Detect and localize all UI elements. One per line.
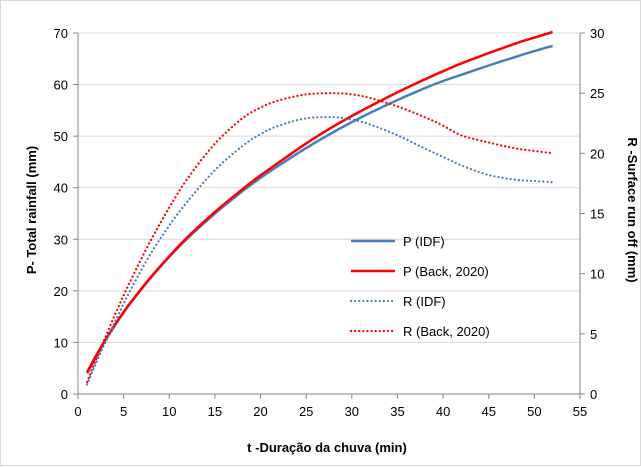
x-tick-label: 20 bbox=[253, 404, 267, 419]
y-right-tick-label: 10 bbox=[590, 267, 604, 282]
y-right-tick-label: 0 bbox=[590, 387, 597, 402]
y-left-tick-label: 60 bbox=[54, 78, 68, 93]
x-tick-label: 35 bbox=[390, 404, 404, 419]
y-left-tick-label: 0 bbox=[61, 387, 68, 402]
legend: P (IDF) P (Back, 2020) R (IDF) R (Back, 202… bbox=[349, 234, 490, 339]
x-axis-title: t -Duração da chuva (min) bbox=[247, 440, 407, 455]
x-tick-label: 55 bbox=[573, 404, 587, 419]
x-tick-label: 10 bbox=[162, 404, 176, 419]
axes bbox=[77, 33, 581, 395]
y-right-tick-label: 15 bbox=[590, 207, 604, 222]
x-tick-label: 25 bbox=[299, 404, 313, 419]
series-line-r-idf bbox=[86, 116, 554, 386]
y-right-tick-label: 30 bbox=[590, 26, 604, 41]
y-axis-right-title: R -Surface run off (mm) bbox=[625, 137, 640, 282]
series-layer bbox=[85, 30, 554, 386]
legend-label: R (Back, 2020) bbox=[403, 324, 490, 339]
x-tick-label: 5 bbox=[120, 404, 127, 419]
y-right-tick-label: 5 bbox=[590, 327, 597, 342]
grid bbox=[78, 32, 580, 343]
y-left-tick-label: 10 bbox=[54, 335, 68, 350]
series-line-p-back-2020 bbox=[85, 30, 553, 373]
x-tick-label: 30 bbox=[345, 404, 359, 419]
y-right-tick-label: 25 bbox=[590, 86, 604, 101]
y-left-tick-label: 40 bbox=[54, 181, 68, 196]
legend-label: P (IDF) bbox=[403, 234, 445, 249]
y-left-tick-label: 50 bbox=[54, 129, 68, 144]
y-left-tick-label: 20 bbox=[54, 284, 68, 299]
y-left-tick-label: 30 bbox=[54, 232, 68, 247]
x-tick-label: 50 bbox=[527, 404, 541, 419]
x-tick-label: 0 bbox=[74, 404, 81, 419]
y-right-tick-label: 20 bbox=[590, 146, 604, 161]
ticks-layer: 0 5 10 15 20 25 30 35 40 45 50 55010203040506070051… bbox=[54, 26, 605, 419]
legend-label: P (Back, 2020) bbox=[403, 264, 489, 279]
x-tick-label: 40 bbox=[436, 404, 450, 419]
x-tick-label: 45 bbox=[481, 404, 495, 419]
x-tick-label: 15 bbox=[208, 404, 222, 419]
y-left-tick-label: 70 bbox=[54, 26, 68, 41]
series-line-r-back-2020 bbox=[86, 92, 554, 384]
legend-label: R (IDF) bbox=[403, 294, 446, 309]
y-axis-left-title: P- Total rainfall (mm) bbox=[24, 146, 39, 274]
